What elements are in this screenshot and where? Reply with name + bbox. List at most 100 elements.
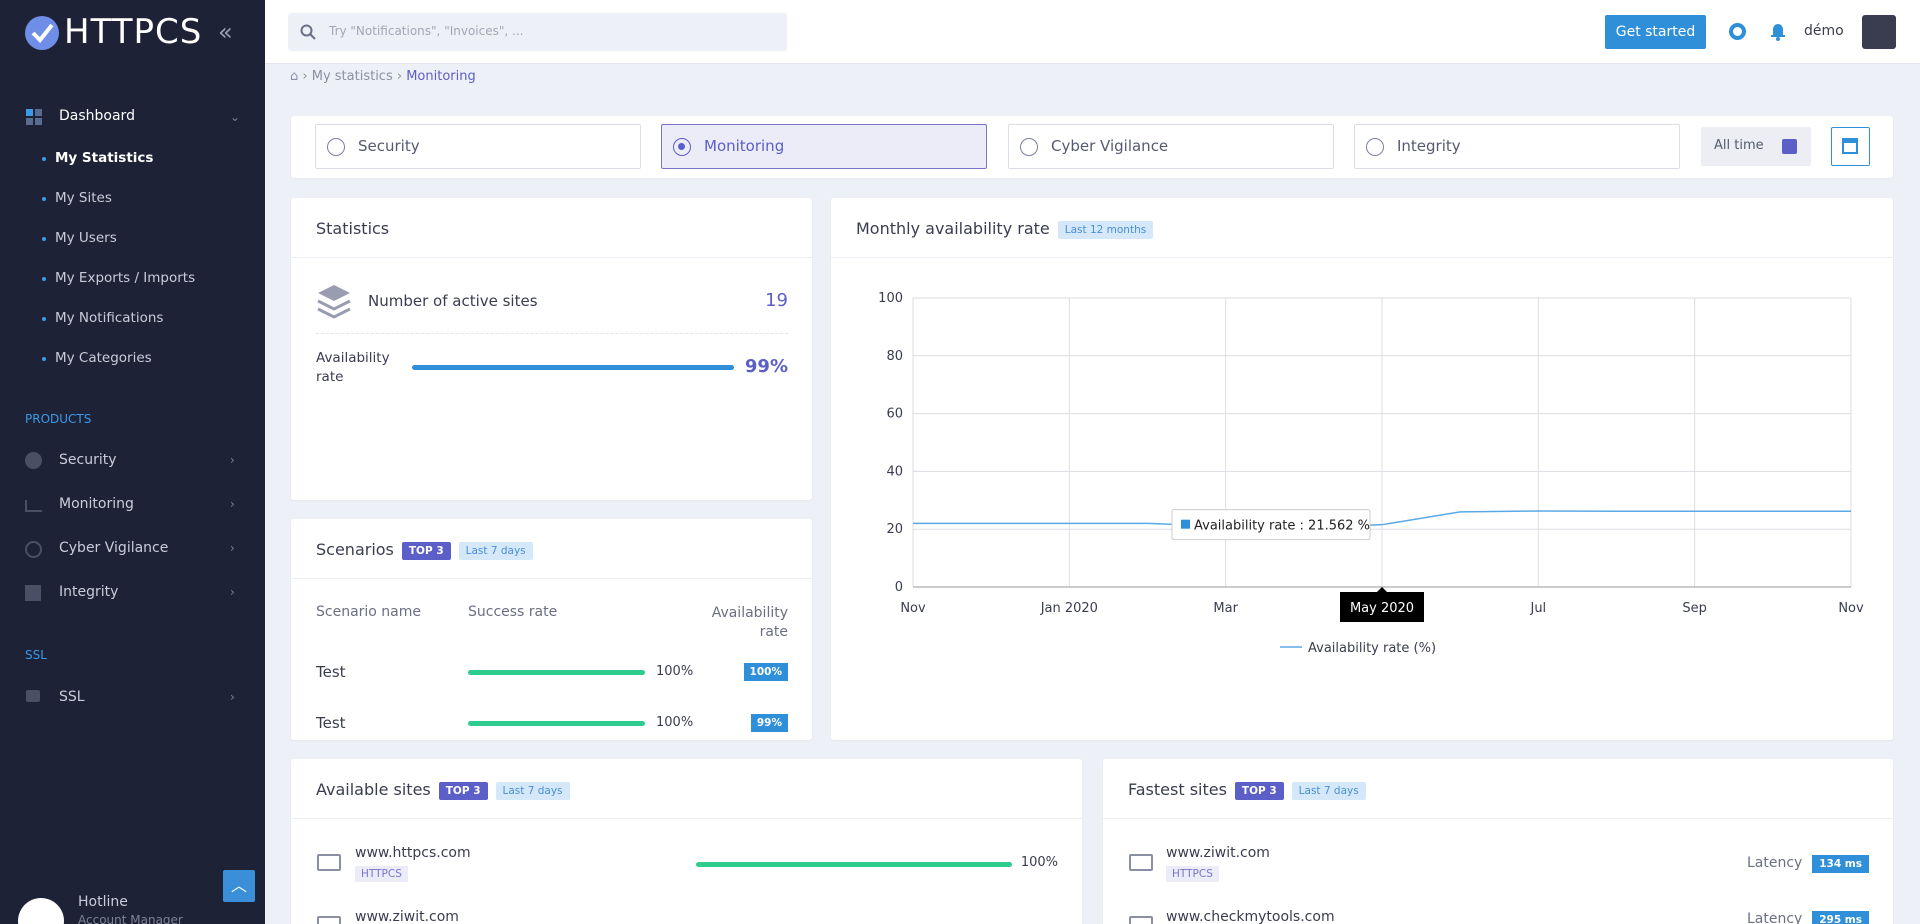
- filter-option[interactable]: Integrity: [1354, 124, 1680, 169]
- nav-product[interactable]: Integrity: [59, 584, 119, 600]
- badge: TOP 3: [1234, 781, 1284, 800]
- chevron: ⌄: [230, 110, 241, 124]
- chevron: ›: [230, 453, 235, 467]
- latency-badge: 134 ms: [1812, 855, 1869, 873]
- filter-option[interactable]: Security: [315, 124, 641, 169]
- nav-label: My Statistics: [55, 150, 154, 166]
- x-tick-label: Jul: [1529, 601, 1546, 616]
- stat-label: Availability rate: [316, 350, 390, 385]
- nav-label: My Notifications: [55, 310, 164, 326]
- nav-product[interactable]: SSL: [59, 689, 85, 705]
- nav-product[interactable]: Security: [59, 452, 117, 468]
- badge: Last 7 days: [1291, 781, 1366, 800]
- nav-product[interactable]: Monitoring: [59, 496, 134, 512]
- monitor-icon: [1129, 854, 1153, 871]
- home-icon[interactable]: ⌂: [290, 69, 299, 84]
- x-tick-label: Sep: [1682, 601, 1707, 616]
- y-tick-label: 20: [886, 522, 903, 537]
- filter-option[interactable]: Cyber Vigilance: [1008, 124, 1334, 169]
- breadcrumb-item[interactable]: My statistics: [311, 69, 393, 84]
- x-tick-label: Nov: [900, 601, 926, 616]
- cell: Test: [316, 663, 346, 681]
- period-select[interactable]: All time: [1701, 127, 1811, 166]
- success-bar: [468, 721, 645, 726]
- logo-icon: [25, 16, 59, 50]
- site-tag: HTTPCS: [1166, 866, 1219, 882]
- latency-label: Latency: [1747, 911, 1803, 924]
- chevron: ›: [230, 690, 235, 704]
- search-box[interactable]: Try "Notifications", "Invoices", ...: [288, 13, 787, 51]
- filter-label: Integrity: [1397, 137, 1461, 155]
- icon: [25, 500, 42, 512]
- collapse-button[interactable]: «: [218, 18, 233, 46]
- tooltip-box: [1171, 509, 1371, 541]
- card-title: Scenarios TOP 3 Last 7 days: [316, 540, 533, 560]
- nav-item[interactable]: My Sites: [42, 190, 112, 206]
- tooltip-swatch: [1181, 519, 1190, 529]
- site-name: www.ziwit.com: [355, 909, 459, 924]
- availability-bar: [412, 365, 734, 370]
- site-name: www.checkmytools.com: [1166, 909, 1335, 924]
- y-tick-label: 40: [886, 464, 903, 479]
- nav-item[interactable]: My Categories: [42, 350, 152, 366]
- nav-item[interactable]: My Statistics: [42, 150, 154, 166]
- nav-item[interactable]: My Exports / Imports: [42, 270, 196, 286]
- filter-option[interactable]: Monitoring: [661, 124, 987, 169]
- cell: 100%: [656, 715, 694, 730]
- nav-label: My Users: [55, 230, 117, 246]
- nav-label: My Exports / Imports: [55, 270, 196, 286]
- x-tick-label: Jan 2020: [1040, 601, 1098, 616]
- search-icon: [300, 24, 316, 40]
- column-header: Scenario name: [316, 604, 422, 620]
- nav-product[interactable]: Cyber Vigilance: [59, 540, 169, 556]
- badge: TOP 3: [401, 541, 451, 560]
- stat-label: Number of active sites: [368, 292, 538, 310]
- period-label: All time: [1714, 138, 1764, 153]
- card-title: Fastest sites TOP 3 Last 7 days: [1128, 780, 1366, 800]
- latency-label: Latency: [1747, 855, 1803, 871]
- logo-text: HTTPCS: [64, 12, 203, 52]
- y-tick-label: 100: [878, 291, 903, 306]
- help-icon[interactable]: [1729, 23, 1746, 40]
- y-tick-label: 80: [886, 349, 903, 364]
- stat-value: 19: [765, 290, 788, 311]
- chart-card: Monthly availability rate Last 12 months …: [831, 198, 1893, 740]
- availability-bar: [696, 862, 1012, 867]
- hotline-role: Account Manager: [78, 913, 183, 924]
- get-started-button[interactable]: Get started: [1605, 15, 1706, 49]
- monitor-icon: [317, 854, 341, 871]
- user-avatar[interactable]: [1862, 15, 1896, 49]
- badge: Last 12 months: [1057, 220, 1154, 239]
- layout-button[interactable]: [1831, 127, 1870, 166]
- card-title: Monthly availability rate Last 12 months: [856, 219, 1154, 239]
- nav-item[interactable]: My Users: [42, 230, 117, 246]
- scroll-top-button[interactable]: ︿: [223, 870, 255, 902]
- nav-item[interactable]: My Notifications: [42, 310, 164, 326]
- icon: [25, 452, 42, 469]
- site-name: www.httpcs.com: [355, 845, 471, 861]
- breadcrumb-item: Monitoring: [406, 69, 476, 84]
- avatar: [18, 898, 64, 924]
- column-header: Availability rate: [711, 605, 788, 640]
- column-header: Success rate: [468, 604, 558, 620]
- nav-dashboard[interactable]: Dashboard: [59, 108, 135, 124]
- statistics-card: Statistics Number of active sites 19 Ava…: [291, 198, 812, 500]
- series-line: [913, 510, 1851, 529]
- icon: [26, 690, 40, 702]
- breadcrumb: ⌂ › My statistics › Monitoring: [290, 69, 476, 84]
- y-tick-label: 60: [886, 407, 903, 422]
- title-text: Scenarios: [316, 540, 394, 559]
- fastest-sites-card: Fastest sites TOP 3 Last 7 days www.ziwit.…: [1103, 759, 1893, 924]
- badge: Last 7 days: [495, 781, 570, 800]
- chevron: ›: [230, 497, 235, 511]
- icon: [25, 585, 41, 601]
- site-rate: 100%: [1020, 855, 1058, 870]
- title-text: Available sites: [316, 780, 431, 799]
- cell: Test: [316, 714, 346, 732]
- monitor-icon: [317, 916, 341, 924]
- filter-label: Security: [358, 137, 420, 155]
- success-bar: [468, 670, 645, 675]
- bell-icon[interactable]: [1770, 21, 1786, 41]
- user-name[interactable]: démo: [1804, 23, 1844, 39]
